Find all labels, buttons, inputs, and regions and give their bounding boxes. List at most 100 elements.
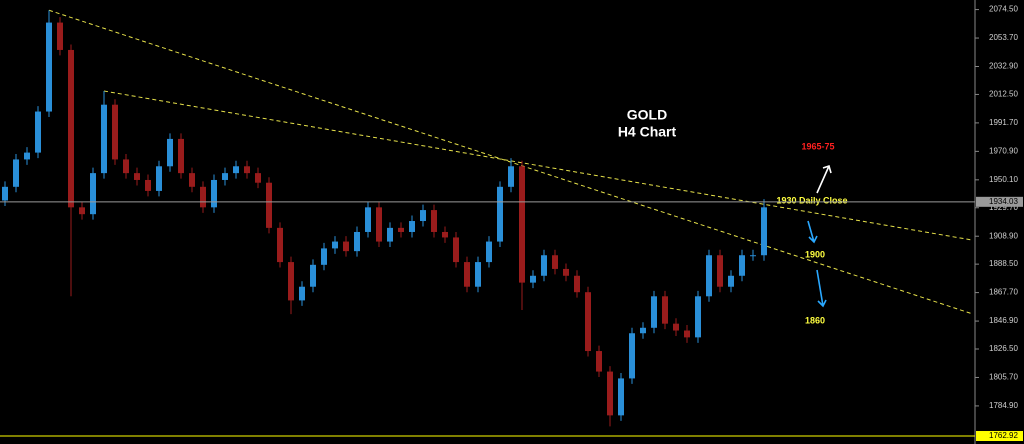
- candle-body: [288, 262, 294, 301]
- candle-body: [222, 173, 228, 180]
- candle-body: [145, 179, 151, 191]
- price-label-box: [976, 431, 1023, 442]
- candle-body: [530, 275, 536, 283]
- candle-body: [563, 268, 569, 276]
- candle-body: [13, 159, 19, 187]
- candle-body: [134, 173, 140, 180]
- candle-body: [651, 296, 657, 328]
- price-label: 1762.92: [989, 431, 1018, 440]
- candle-body: [508, 166, 514, 187]
- candle-body: [90, 173, 96, 215]
- candle-body: [629, 333, 635, 379]
- candle-body: [739, 255, 745, 276]
- candle-body: [750, 255, 756, 257]
- candle-body: [57, 22, 63, 50]
- arrow-down: [807, 220, 818, 244]
- candle-body: [728, 275, 734, 287]
- arrow-down: [816, 269, 827, 308]
- y-tick-label: 1846.90: [989, 316, 1018, 325]
- y-tick-label: 1970.90: [989, 146, 1018, 155]
- candle-body: [299, 286, 305, 301]
- candle-body: [365, 207, 371, 232]
- annotation: 1965-75: [801, 141, 834, 151]
- candle-body: [431, 210, 437, 232]
- arrows: [807, 164, 832, 308]
- candle-body: [497, 186, 503, 242]
- candle-body: [596, 351, 602, 372]
- candle-body: [156, 166, 162, 191]
- y-tick-label: 2053.70: [989, 33, 1018, 42]
- y-tick-label: 1950.10: [989, 175, 1018, 184]
- candle-body: [706, 255, 712, 297]
- candle-body: [2, 186, 8, 201]
- y-tick-label: 1805.70: [989, 373, 1018, 382]
- candle-body: [684, 330, 690, 338]
- chart-title: GOLD: [627, 107, 667, 123]
- candle-body: [761, 207, 767, 256]
- candle-body: [607, 371, 613, 416]
- y-tick-label: 1826.50: [989, 344, 1018, 353]
- candle-body: [321, 248, 327, 265]
- y-tick-label: 2074.50: [989, 5, 1018, 14]
- candle-body: [618, 378, 624, 416]
- candle-body: [717, 255, 723, 287]
- chart-subtitle: H4 Chart: [618, 124, 677, 140]
- candle-body: [46, 22, 52, 112]
- candle-body: [123, 159, 129, 174]
- candle-body: [211, 179, 217, 208]
- y-tick-label: 1929.70: [989, 203, 1018, 212]
- price-label: 1934.03: [989, 197, 1018, 206]
- annotation: 1860: [805, 315, 825, 325]
- candle-body: [662, 296, 668, 324]
- candle-body: [420, 210, 426, 222]
- candle-body: [343, 241, 349, 252]
- candle-body: [585, 292, 591, 352]
- price-label-box: [976, 196, 1023, 207]
- annotation: 1900: [805, 249, 825, 259]
- candle-body: [244, 166, 250, 174]
- candle-body: [24, 152, 30, 160]
- y-tick-label: 2012.50: [989, 90, 1018, 99]
- candle-body: [552, 255, 558, 269]
- candle-body: [376, 207, 382, 242]
- y-tick-label: 1908.90: [989, 231, 1018, 240]
- y-tick-label: 2032.90: [989, 62, 1018, 71]
- candle-body: [200, 186, 206, 208]
- candle-body: [332, 241, 338, 249]
- annotation: 1930 Daily Close: [776, 195, 847, 205]
- candle-body: [35, 111, 41, 153]
- candle-body: [442, 231, 448, 238]
- candle-body: [101, 104, 107, 174]
- candle-body: [387, 227, 393, 242]
- candle-body: [409, 221, 415, 232]
- candle-body: [68, 49, 74, 208]
- candle-body: [255, 173, 261, 183]
- candle-body: [354, 231, 360, 252]
- y-tick-label: 1784.90: [989, 401, 1018, 410]
- candle-body: [541, 255, 547, 276]
- candle-body: [277, 227, 283, 263]
- candle-body: [486, 241, 492, 263]
- candle-body: [453, 237, 459, 263]
- candle-body: [310, 264, 316, 287]
- candle-body: [79, 207, 85, 215]
- candle-body: [475, 262, 481, 287]
- candle-body: [178, 138, 184, 174]
- candle-body: [398, 227, 404, 232]
- candle-body: [464, 262, 470, 287]
- y-tick-label: 1991.70: [989, 118, 1018, 127]
- candle-body: [189, 173, 195, 187]
- candle-body: [640, 327, 646, 334]
- y-tick-label: 1888.50: [989, 259, 1018, 268]
- candle-body: [673, 323, 679, 331]
- candle-body: [574, 275, 580, 293]
- candle-body: [266, 182, 272, 228]
- candle-body: [233, 166, 239, 174]
- candle-body: [519, 166, 525, 283]
- arrow-up: [816, 164, 832, 194]
- candle-body: [695, 296, 701, 338]
- candle-body: [112, 104, 118, 160]
- y-tick-label: 1867.70: [989, 288, 1018, 297]
